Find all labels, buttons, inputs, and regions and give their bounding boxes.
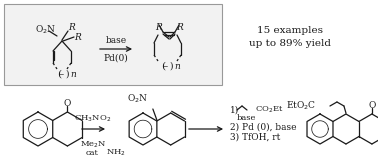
Text: cat: cat — [86, 149, 99, 157]
Text: R: R — [177, 23, 183, 32]
Text: Me$_2$N: Me$_2$N — [80, 140, 107, 150]
Text: (: ( — [161, 61, 165, 70]
Text: 15 examples
up to 89% yield: 15 examples up to 89% yield — [249, 26, 331, 48]
Text: CO$_2$Et: CO$_2$Et — [255, 105, 284, 115]
Text: ): ) — [65, 69, 68, 78]
Text: NH$_2$: NH$_2$ — [106, 148, 126, 158]
Text: O: O — [64, 99, 71, 108]
Text: ): ) — [169, 61, 172, 70]
FancyBboxPatch shape — [4, 4, 222, 85]
Text: n: n — [174, 61, 180, 70]
Text: 3) TfOH, rt: 3) TfOH, rt — [230, 132, 280, 141]
Text: R: R — [69, 23, 75, 32]
Text: n: n — [70, 69, 76, 78]
Text: 2) Pd (0), base: 2) Pd (0), base — [230, 123, 296, 131]
Text: R: R — [74, 33, 81, 42]
Text: Pd(0): Pd(0) — [104, 53, 129, 62]
Text: –: – — [163, 62, 167, 71]
Text: O$_2$N: O$_2$N — [127, 93, 148, 105]
Text: base: base — [105, 36, 127, 44]
Text: (: ( — [57, 69, 61, 78]
Text: CH$_3$NO$_2$: CH$_3$NO$_2$ — [74, 114, 112, 124]
Text: –: – — [58, 70, 64, 79]
Text: R: R — [156, 23, 163, 32]
Text: base: base — [237, 114, 256, 122]
Text: 1): 1) — [230, 106, 239, 115]
Text: O$_2$N: O$_2$N — [35, 24, 56, 36]
Text: EtO$_2$C: EtO$_2$C — [286, 100, 316, 112]
Text: O: O — [368, 101, 376, 110]
